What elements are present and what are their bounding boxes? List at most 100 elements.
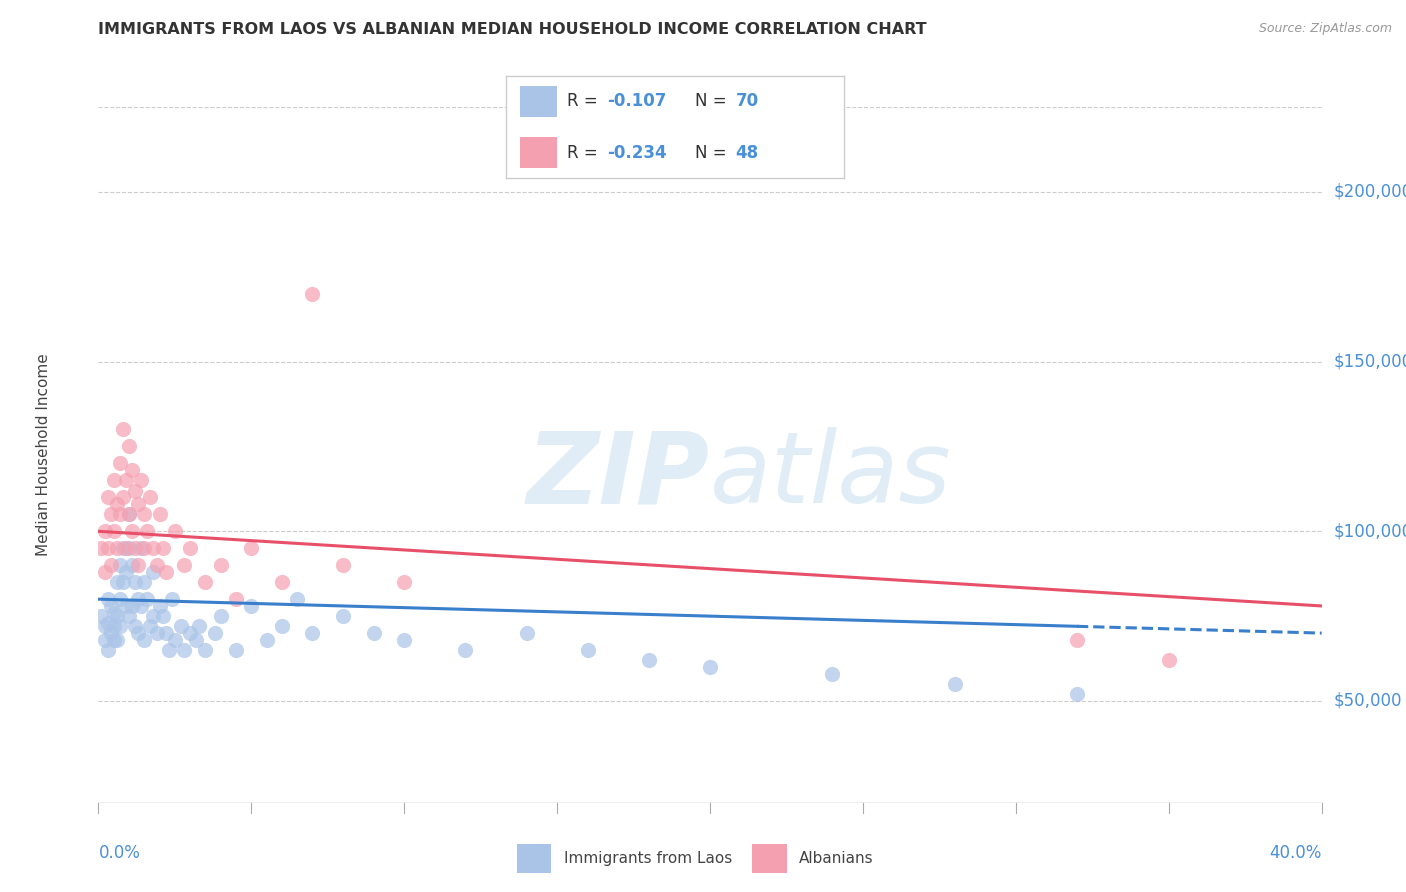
Point bbox=[145, 626, 167, 640]
Point bbox=[100, 558, 122, 573]
Point bbox=[157, 643, 180, 657]
Point bbox=[118, 609, 141, 624]
Text: 70: 70 bbox=[735, 93, 759, 111]
Point bbox=[118, 508, 141, 522]
Point bbox=[121, 524, 143, 539]
Point bbox=[97, 615, 120, 630]
Text: N =: N = bbox=[695, 93, 733, 111]
Point bbox=[124, 619, 146, 633]
Bar bbox=[520, 87, 557, 117]
Point bbox=[285, 592, 308, 607]
Point bbox=[142, 609, 165, 624]
Point bbox=[103, 606, 125, 620]
Text: Immigrants from Laos: Immigrants from Laos bbox=[564, 851, 733, 866]
Point bbox=[115, 599, 138, 613]
Point bbox=[142, 541, 165, 556]
Point bbox=[155, 626, 177, 640]
Point bbox=[97, 643, 120, 657]
Point bbox=[209, 609, 232, 624]
Point bbox=[209, 558, 232, 573]
Point bbox=[103, 619, 125, 633]
Point bbox=[118, 508, 141, 522]
Point bbox=[97, 541, 120, 556]
Point bbox=[256, 632, 278, 647]
Text: $50,000: $50,000 bbox=[1334, 692, 1402, 710]
Point bbox=[301, 626, 323, 640]
Point bbox=[121, 463, 143, 477]
Point bbox=[124, 575, 146, 590]
Text: -0.234: -0.234 bbox=[607, 144, 666, 161]
Point bbox=[118, 439, 141, 453]
Point bbox=[90, 541, 112, 556]
Point bbox=[516, 626, 538, 640]
Text: atlas: atlas bbox=[710, 427, 952, 524]
Point bbox=[173, 558, 195, 573]
Point bbox=[105, 609, 128, 624]
Point bbox=[301, 286, 323, 301]
Point bbox=[108, 457, 131, 471]
Point bbox=[173, 643, 195, 657]
Point bbox=[363, 626, 385, 640]
Text: 0.0%: 0.0% bbox=[98, 844, 141, 862]
Point bbox=[179, 626, 201, 640]
Point bbox=[186, 632, 208, 647]
Point bbox=[97, 491, 120, 505]
Point bbox=[1157, 653, 1180, 667]
Point bbox=[93, 565, 115, 579]
Text: -0.107: -0.107 bbox=[607, 93, 666, 111]
Point bbox=[179, 541, 201, 556]
Point bbox=[943, 677, 966, 691]
Point bbox=[194, 575, 217, 590]
Point bbox=[155, 565, 177, 579]
Point bbox=[121, 599, 143, 613]
Point bbox=[1066, 687, 1088, 701]
Point bbox=[129, 599, 152, 613]
Point bbox=[124, 541, 146, 556]
Point bbox=[204, 626, 226, 640]
Point bbox=[100, 508, 122, 522]
Point bbox=[129, 541, 152, 556]
Point bbox=[100, 626, 122, 640]
Point bbox=[103, 524, 125, 539]
Point bbox=[127, 558, 149, 573]
Point bbox=[149, 599, 172, 613]
Point bbox=[105, 575, 128, 590]
Point bbox=[270, 619, 292, 633]
Point bbox=[699, 660, 721, 674]
Text: Source: ZipAtlas.com: Source: ZipAtlas.com bbox=[1258, 22, 1392, 36]
Point bbox=[142, 565, 165, 579]
Point bbox=[90, 609, 112, 624]
Point bbox=[93, 524, 115, 539]
Point bbox=[127, 592, 149, 607]
Point bbox=[139, 619, 162, 633]
Text: R =: R = bbox=[567, 144, 603, 161]
Point bbox=[124, 483, 146, 498]
Point bbox=[111, 575, 134, 590]
Point bbox=[170, 619, 193, 633]
Text: $200,000: $200,000 bbox=[1334, 183, 1406, 201]
Point bbox=[100, 599, 122, 613]
Point bbox=[240, 599, 263, 613]
Text: IMMIGRANTS FROM LAOS VS ALBANIAN MEDIAN HOUSEHOLD INCOME CORRELATION CHART: IMMIGRANTS FROM LAOS VS ALBANIAN MEDIAN … bbox=[98, 22, 927, 37]
Point bbox=[111, 422, 134, 436]
Point bbox=[108, 592, 131, 607]
Text: Albanians: Albanians bbox=[799, 851, 873, 866]
Point bbox=[152, 609, 174, 624]
Point bbox=[332, 558, 354, 573]
Text: N =: N = bbox=[695, 144, 733, 161]
Point bbox=[134, 508, 156, 522]
Point bbox=[105, 632, 128, 647]
Point bbox=[160, 592, 183, 607]
Point bbox=[576, 643, 599, 657]
Point bbox=[121, 558, 143, 573]
Point bbox=[105, 497, 128, 511]
Text: R =: R = bbox=[567, 93, 603, 111]
Point bbox=[194, 643, 217, 657]
Point bbox=[145, 558, 167, 573]
Point bbox=[454, 643, 477, 657]
Point bbox=[93, 619, 115, 633]
Point bbox=[105, 541, 128, 556]
Text: 48: 48 bbox=[735, 144, 759, 161]
Point bbox=[225, 592, 247, 607]
Point bbox=[152, 541, 174, 556]
